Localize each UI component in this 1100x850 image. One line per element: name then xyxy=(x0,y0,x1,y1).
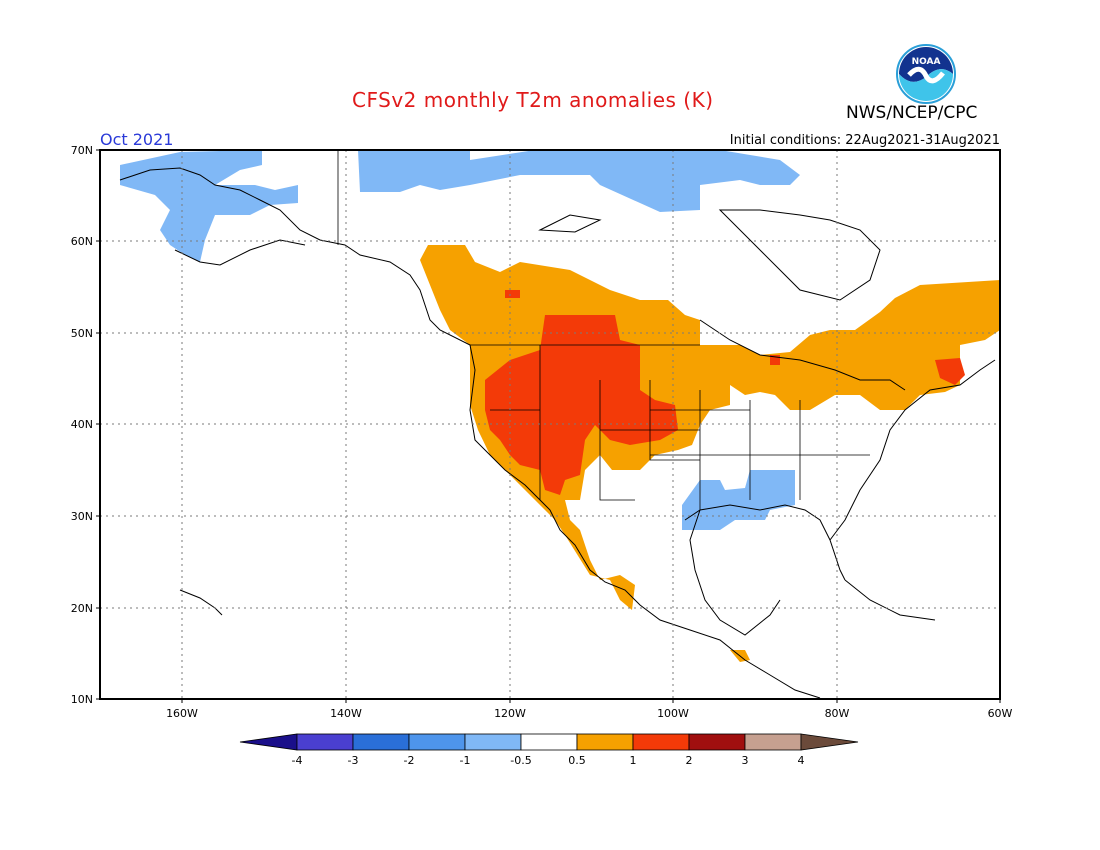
latitude-labels: 70N 60N 50N 40N 30N 20N 10N xyxy=(71,144,93,706)
colorbar-bin xyxy=(352,733,410,751)
noaa-logo-text: NOAA xyxy=(912,57,941,67)
ontario-hot xyxy=(505,290,520,298)
lon-label: 80W xyxy=(825,707,850,720)
forecast-month: Oct 2021 xyxy=(100,130,174,149)
colorbar-bin xyxy=(632,733,690,751)
lon-label: 60W xyxy=(988,707,1013,720)
lat-label: 20N xyxy=(71,602,93,615)
maine-hot xyxy=(935,358,965,385)
colorbar-bin xyxy=(408,733,466,751)
colorbar-label: -1 xyxy=(460,754,471,767)
gulf-coast-cool xyxy=(682,470,795,530)
colorbar-label: -0.5 xyxy=(510,754,531,767)
lon-label: 160W xyxy=(166,707,198,720)
lat-label: 60N xyxy=(71,235,93,248)
alaska-cool-region xyxy=(120,150,298,262)
interior-west-hot xyxy=(485,315,678,495)
colorbar-min-arrow xyxy=(239,733,298,751)
colorbar xyxy=(239,733,859,751)
political-borders xyxy=(337,150,870,510)
colorbar-label: 2 xyxy=(686,754,693,767)
colorbar-label: -4 xyxy=(292,754,303,767)
lat-label: 10N xyxy=(71,693,93,706)
colorbar-bin xyxy=(744,733,802,751)
colorbar-label: -3 xyxy=(348,754,359,767)
longitude-labels: 160W 140W 120W 100W 80W 60W xyxy=(166,707,1012,720)
org-label: NWS/NCEP/CPC xyxy=(846,103,978,123)
colorbar-label: 3 xyxy=(742,754,749,767)
colorbar-bin xyxy=(520,733,578,751)
colorbar-label: 0.5 xyxy=(568,754,586,767)
colorbar-label: 1 xyxy=(630,754,637,767)
anomaly-shading xyxy=(120,150,1000,662)
coastlines xyxy=(119,167,996,699)
colorbar-bin xyxy=(464,733,522,751)
initial-conditions: Initial conditions: 22Aug2021-31Aug2021 xyxy=(729,133,1000,148)
axis-ticks xyxy=(96,149,1001,703)
lat-label: 70N xyxy=(71,144,93,157)
colorbar-labels: -4 -3 -2 -1 -0.5 0.5 1 2 3 4 xyxy=(292,754,805,767)
lon-label: 120W xyxy=(494,707,526,720)
noaa-logo: NOAA xyxy=(896,44,956,104)
lon-label: 140W xyxy=(330,707,362,720)
colorbar-bin xyxy=(576,733,634,751)
colorbar-bin xyxy=(688,733,746,751)
arctic-canada-cool xyxy=(358,150,800,212)
map-title: CFSv2 monthly T2m anomalies (K) xyxy=(352,88,714,112)
lat-label: 40N xyxy=(71,418,93,431)
colorbar-max-arrow xyxy=(800,733,859,751)
lon-label: 100W xyxy=(657,707,689,720)
colorbar-label: 4 xyxy=(798,754,805,767)
graticule xyxy=(100,150,1000,699)
colorbar-bin xyxy=(296,733,354,751)
lat-label: 50N xyxy=(71,327,93,340)
colorbar-label: -2 xyxy=(404,754,415,767)
lat-label: 30N xyxy=(71,510,93,523)
